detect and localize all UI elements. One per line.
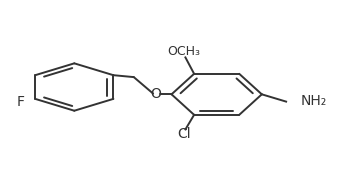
Text: F: F <box>17 95 25 109</box>
Text: Cl: Cl <box>177 127 190 141</box>
Text: O: O <box>150 87 161 101</box>
Text: OCH₃: OCH₃ <box>167 46 200 58</box>
Text: NH₂: NH₂ <box>301 94 327 108</box>
